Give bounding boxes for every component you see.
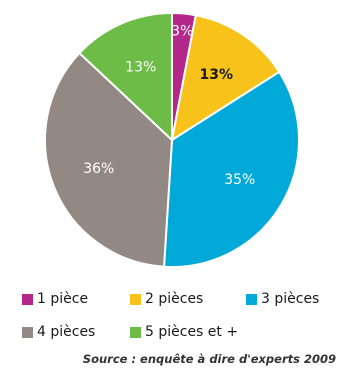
pie-chart: 3% 13% 35% 36% 13% [44,11,300,268]
legend-item-5-pieces-plus: 5 pièces et + [130,324,238,340]
legend-item-4-pieces: 4 pièces [22,324,95,340]
pie-slice-3-pieces [162,70,300,268]
legend-swatch-3-pieces [246,293,257,305]
pie-label-5-pieces-et-plus: 13% [125,60,156,76]
legend-item-1-piece: 1 pièce [22,291,88,307]
pie-label-1-piece: 3% [171,23,193,39]
legend-label-2-pieces: 2 pièces [145,291,204,307]
pie-slice-2-pieces [170,14,281,143]
legend-label-3-pieces: 3 pièces [261,291,320,307]
legend-label-5-pieces-plus: 5 pièces et + [145,324,239,340]
pie-slice-5-pieces-et-plus [78,11,173,143]
pie-label-3-pieces: 35% [224,172,255,188]
pie-label-4-pieces: 36% [83,161,114,177]
legend-swatch-2-pieces [130,293,141,305]
legend-item-2-pieces: 2 pièces [130,291,203,307]
legend-swatch-5-pieces-plus [130,326,141,338]
legend-swatch-4-pieces [22,326,33,338]
legend-swatch-1-piece [22,293,33,305]
chart-source-note: Source : enquête à dire d'experts 2009 [82,352,336,366]
pie-slice-4-pieces [44,51,174,268]
legend-label-4-pieces: 4 pièces [37,324,96,340]
legend-item-3-pieces: 3 pièces [246,291,319,307]
legend-label-1-piece: 1 pièce [37,291,89,307]
pie-label-2-pieces: 13% [200,67,234,83]
